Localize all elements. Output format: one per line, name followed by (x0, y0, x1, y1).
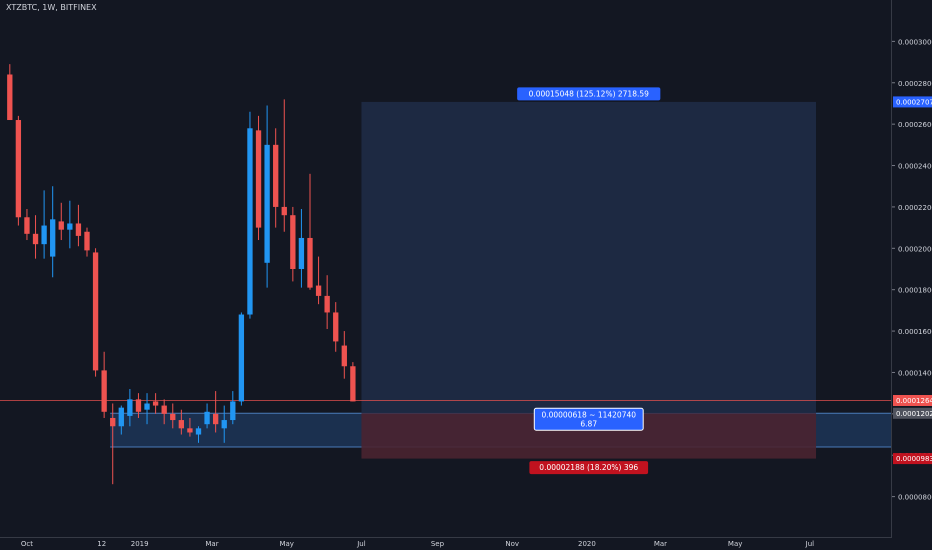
candle-body (238, 314, 245, 402)
candle-body (307, 237, 313, 288)
symbol-title: XTZBTC, 1W, BITFINEX (6, 3, 97, 12)
candle-body (67, 223, 73, 230)
candle-body (264, 144, 270, 263)
candle-body (144, 403, 150, 410)
y-tick-label: 0.00014000 (898, 369, 932, 377)
price-tag-box (893, 453, 932, 465)
candle-body (298, 237, 305, 269)
candle-body (7, 74, 13, 121)
candle-body (75, 223, 82, 236)
candle-body (333, 312, 339, 342)
candle-body (247, 128, 253, 315)
candle-body (41, 225, 47, 245)
y-tick-label: 0.00022000 (898, 204, 932, 212)
y-tick-label: 0.00008000 (898, 494, 932, 502)
candle-body (324, 295, 330, 313)
candle-body (84, 231, 90, 251)
candle-body (204, 411, 210, 425)
price-axis[interactable] (892, 0, 932, 538)
x-tick-label: Mar (654, 540, 667, 548)
risk-reward-label-text: 6.87 (580, 419, 597, 428)
x-tick-label: 12 (97, 540, 106, 548)
x-tick-label: Oct (21, 540, 33, 548)
price-tag-label: 0.00012027 (896, 410, 932, 418)
candle-body (230, 401, 236, 421)
x-tick-label: 2019 (131, 540, 149, 548)
risk-reward-label-box (533, 407, 644, 431)
candle-body (187, 428, 193, 433)
price-tag-box (893, 407, 932, 419)
position-labels: 0.00015048 (125.12%) 2718.59 0.00000618 ~… (517, 87, 661, 475)
candle-body (92, 252, 99, 371)
stop-label-box (529, 461, 649, 475)
candle-body (58, 221, 64, 230)
target-label: 0.00015048 (125.12%) 2718.59 (517, 87, 661, 101)
candle-body (24, 217, 30, 234)
x-tick-label: Mar (205, 540, 218, 548)
x-tick-label: Jul (356, 540, 366, 548)
candle-body (281, 206, 287, 216)
y-tick-label: 0.00018000 (898, 287, 932, 295)
profit-zone (361, 101, 817, 414)
candle-body (152, 401, 159, 406)
candle-body (170, 413, 176, 421)
x-tick-label: May (728, 540, 742, 548)
candle-body (195, 428, 202, 435)
candle-body (32, 233, 39, 245)
y-tick-label: 0.00024000 (898, 163, 932, 171)
candle-body (118, 407, 124, 427)
price-tag-box (893, 96, 932, 108)
candle-body (290, 215, 296, 269)
candle-body (50, 219, 56, 257)
candles (7, 64, 356, 485)
candle-body (315, 285, 322, 296)
candle-body (212, 413, 219, 425)
y-tick-label: 0.00026000 (898, 121, 932, 129)
position-zones (110, 101, 892, 459)
candle-body (350, 366, 356, 402)
target-label-text: 0.00015048 (125.12%) 2718.59 (529, 89, 650, 98)
target-label-box (517, 87, 661, 101)
y-tick-label: 0.00020000 (898, 245, 932, 253)
stop-label-text: 0.00002188 (18.20%) 396 (539, 463, 638, 472)
stop-label: 0.00002188 (18.20%) 396 (529, 461, 649, 475)
x-tick-label: 2020 (578, 540, 596, 548)
candle-body (221, 420, 227, 429)
x-tick-label: May (279, 540, 293, 548)
candle-body (178, 420, 184, 429)
time-axis[interactable] (0, 538, 932, 550)
price-tag-label: 0.00027075 (896, 98, 932, 106)
price-tag-box (893, 394, 932, 406)
candle-body (273, 144, 279, 207)
price-tag-label: 0.00009838 (896, 455, 932, 463)
candle-body (15, 120, 22, 218)
x-tick-label: Nov (505, 540, 519, 548)
candle-body (135, 399, 142, 412)
x-tick-label: Jul (805, 540, 815, 548)
candle-body (341, 345, 347, 367)
y-tick-label: 0.00030000 (898, 38, 932, 46)
price-tag-label: 0.00012645 (896, 397, 932, 405)
candle-body (255, 130, 262, 228)
y-tick-label: 0.00016000 (898, 328, 932, 336)
candle-body (101, 370, 107, 412)
candle-body (161, 405, 167, 414)
risk-reward-label-text: 0.00000618 ~ 11420740 (541, 410, 636, 419)
y-tick-label: 0.00028000 (898, 80, 932, 88)
x-tick-label: Sep (431, 540, 445, 548)
candle-body (127, 399, 133, 416)
candle-body (110, 417, 116, 427)
